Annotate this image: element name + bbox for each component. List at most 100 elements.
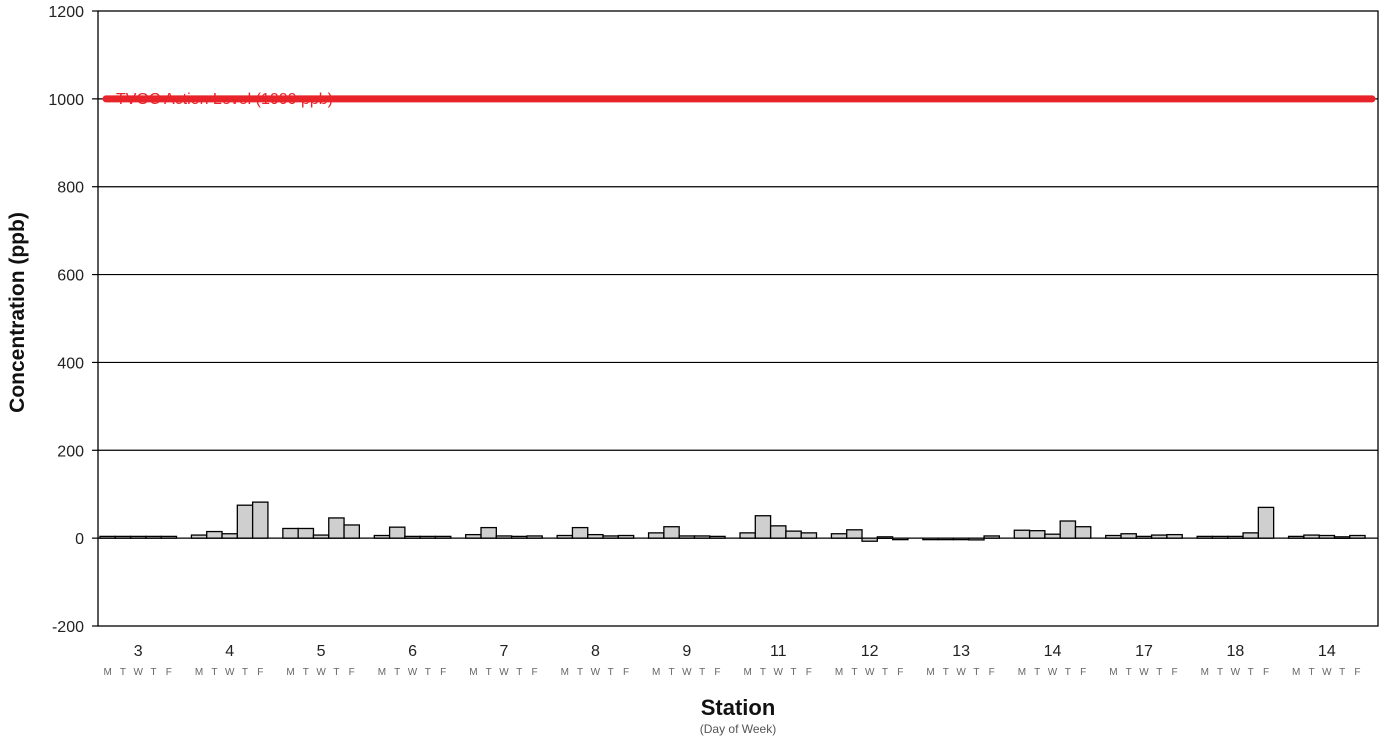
bar xyxy=(1059,520,1077,539)
day-label: T xyxy=(333,667,339,678)
bar xyxy=(861,537,878,542)
station-label: 12 xyxy=(861,643,879,660)
bar xyxy=(769,525,787,539)
bar xyxy=(190,534,208,539)
day-label: F xyxy=(714,667,720,678)
bar xyxy=(968,537,985,541)
day-label: M xyxy=(835,667,843,678)
bar xyxy=(1227,535,1244,539)
day-label: W xyxy=(865,667,875,678)
y-tick-label: 1000 xyxy=(48,92,84,109)
bar xyxy=(678,535,696,539)
bar xyxy=(1074,526,1092,539)
day-label: T xyxy=(851,667,857,678)
station-label: 13 xyxy=(952,643,970,660)
day-label: W xyxy=(774,667,784,678)
station-label: 9 xyxy=(682,643,691,660)
bar xyxy=(647,532,665,539)
y-tick-label: -200 xyxy=(52,619,84,636)
y-tick-label: 800 xyxy=(57,180,84,197)
bar xyxy=(1349,534,1366,539)
day-label: T xyxy=(577,667,583,678)
station-label: 8 xyxy=(591,643,600,660)
bar xyxy=(876,536,894,539)
bar xyxy=(1211,535,1229,539)
bar xyxy=(830,533,848,539)
bar xyxy=(1120,533,1137,539)
y-tick-label: 1200 xyxy=(48,4,84,21)
day-label: T xyxy=(425,667,431,678)
day-label: T xyxy=(303,667,309,678)
bar xyxy=(1242,532,1259,539)
day-label: T xyxy=(1065,667,1071,678)
day-label: T xyxy=(150,667,156,678)
bar xyxy=(236,504,254,539)
y-axis-title: Concentration (ppb) xyxy=(6,212,29,413)
day-label: T xyxy=(608,667,614,678)
day-label: M xyxy=(652,667,660,678)
bar xyxy=(297,527,315,539)
day-label: F xyxy=(349,667,355,678)
day-label: F xyxy=(257,667,263,678)
bar xyxy=(1013,529,1031,539)
day-label: T xyxy=(211,667,217,678)
station-label: 14 xyxy=(1044,643,1062,660)
day-label: M xyxy=(1109,667,1117,678)
day-label: M xyxy=(469,667,477,678)
x-axis-subtitle: (Day of Week) xyxy=(700,722,776,736)
bar xyxy=(388,526,406,539)
day-label: M xyxy=(1018,667,1026,678)
bar xyxy=(129,535,147,539)
day-label: W xyxy=(956,667,966,678)
y-axis-ticks: -200 0 200 400 600 800 1000 1200 xyxy=(48,4,98,636)
bar xyxy=(495,535,513,539)
x-axis-labels: 3M T W T F4M T W T F5M T W T F6M T W T F7M T W T F8M T W T F9M T W… xyxy=(103,643,1360,678)
bar xyxy=(328,517,345,539)
day-label: W xyxy=(316,667,326,678)
day-label: W xyxy=(1231,667,1241,678)
bar xyxy=(602,535,619,539)
day-label: W xyxy=(408,667,418,678)
bar xyxy=(145,535,162,539)
day-label: F xyxy=(166,667,172,678)
bar xyxy=(526,535,543,539)
bar xyxy=(1105,534,1122,539)
day-label: F xyxy=(897,667,903,678)
bar xyxy=(206,530,223,539)
day-label: M xyxy=(926,667,934,678)
bar xyxy=(1044,533,1061,539)
bar xyxy=(160,535,178,539)
gridlines xyxy=(98,98,1378,539)
day-label: T xyxy=(1126,667,1132,678)
bar xyxy=(221,533,238,539)
action-level-label: TVOC Action Level (1000 ppb) xyxy=(116,91,333,108)
station-label: 4 xyxy=(225,643,234,660)
bar xyxy=(891,537,909,541)
day-label: M xyxy=(743,667,751,678)
bar xyxy=(343,524,361,539)
day-label: F xyxy=(1172,667,1178,678)
day-label: T xyxy=(1156,667,1162,678)
bar xyxy=(556,534,574,539)
day-label: T xyxy=(516,667,522,678)
bar xyxy=(571,526,589,539)
bar xyxy=(617,534,635,539)
day-label: T xyxy=(1248,667,1254,678)
day-label: F xyxy=(1354,667,1360,678)
day-label: M xyxy=(195,667,203,678)
bar xyxy=(952,537,970,541)
day-label: W xyxy=(591,667,601,678)
bar xyxy=(983,535,1001,539)
station-label: 6 xyxy=(408,643,417,660)
bar xyxy=(1303,534,1320,539)
y-tick-label: 400 xyxy=(57,355,84,372)
bar xyxy=(937,537,955,541)
bar xyxy=(1150,534,1168,539)
station-label: 17 xyxy=(1135,643,1153,660)
day-label: F xyxy=(989,667,995,678)
day-label: F xyxy=(1263,667,1269,678)
bar xyxy=(693,535,711,539)
y-tick-label: 200 xyxy=(57,443,84,460)
bar xyxy=(739,532,756,539)
day-label: T xyxy=(943,667,949,678)
